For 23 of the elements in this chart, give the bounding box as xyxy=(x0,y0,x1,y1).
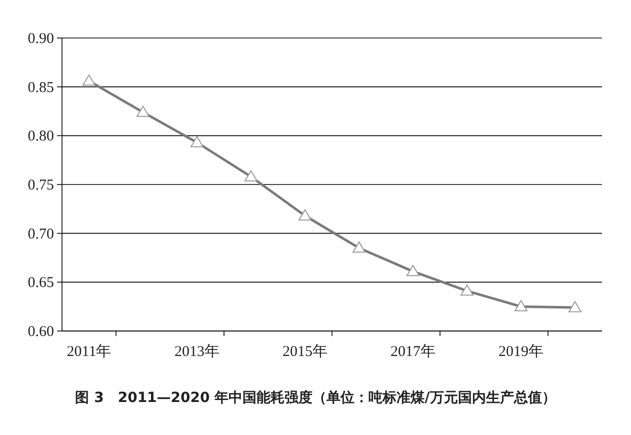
text: 图 3 2011—2020 年中国能耗强度（单位：吨标准煤/万元国内生产总值） xyxy=(75,389,556,406)
point xyxy=(460,284,474,296)
point xyxy=(352,241,366,253)
y-tick-label: 0.65 xyxy=(28,275,54,292)
point xyxy=(298,209,312,220)
y-tick-label: 0.70 xyxy=(28,226,54,242)
point xyxy=(514,300,528,312)
point xyxy=(568,301,582,312)
y-tick-label: 0.80 xyxy=(28,128,54,145)
y-tick-label: 0.90 xyxy=(28,31,54,47)
point xyxy=(406,264,420,276)
point xyxy=(136,106,150,117)
y-tick-label: 0.75 xyxy=(28,178,54,194)
y-tick-label: 0.85 xyxy=(28,80,54,96)
x-tick-label: 2011年 xyxy=(66,343,112,360)
x-tick-label: 2017年 xyxy=(390,343,436,360)
point xyxy=(82,74,96,86)
x-tick-label: 2019年 xyxy=(498,343,544,360)
x-tick-label: 2015年 xyxy=(282,343,328,360)
x-tick-label: 2013年 xyxy=(174,343,220,360)
point xyxy=(190,136,204,148)
y-tick-label: 0.60 xyxy=(28,324,54,340)
point xyxy=(244,170,258,182)
